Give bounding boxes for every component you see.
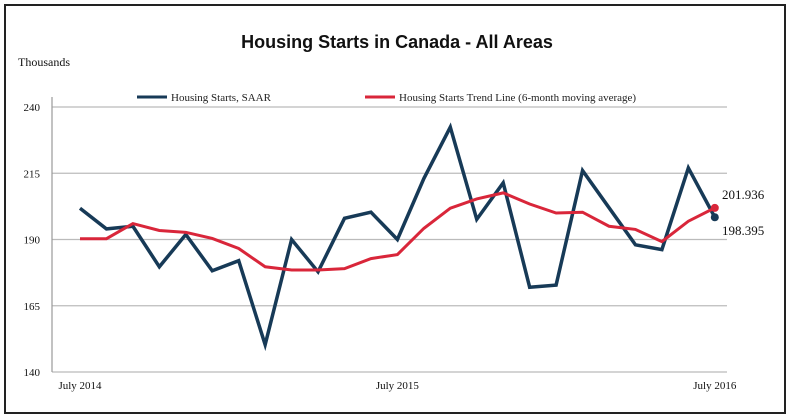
series-line-trend: [80, 191, 716, 272]
annotation-trend-value: 201.936: [722, 187, 765, 202]
legend-label-trend: Housing Starts Trend Line (6-month movin…: [399, 92, 636, 104]
annotation-saar-value: 198.395: [722, 223, 764, 238]
y-tick-label: 165: [24, 301, 41, 313]
legend-label-saar: Housing Starts, SAAR: [171, 92, 272, 104]
y-tick-label: 215: [24, 168, 41, 180]
chart-title: Housing Starts in Canada - All Areas: [241, 32, 553, 52]
x-tick-label: July 2015: [376, 380, 420, 392]
data-point-saar: [710, 213, 719, 222]
series-line-saar: [78, 122, 717, 352]
y-axis-label: Thousands: [18, 55, 70, 69]
y-tick-label: 190: [24, 235, 41, 247]
data-point-trend: [710, 203, 719, 212]
chart-frame: [4, 4, 786, 414]
y-tick-label: 140: [24, 367, 41, 379]
y-tick-label: 240: [24, 102, 41, 114]
x-tick-label: July 2016: [693, 380, 737, 392]
x-tick-label: July 2014: [58, 380, 102, 392]
